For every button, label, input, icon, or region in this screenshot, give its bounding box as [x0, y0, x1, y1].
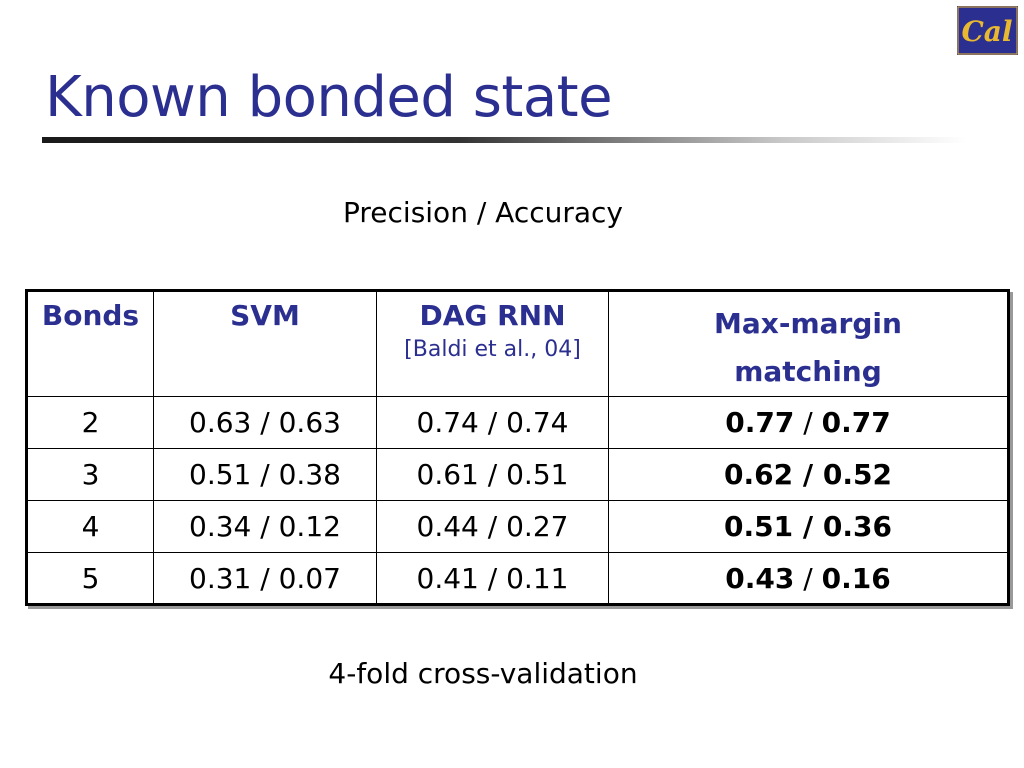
cal-logo: Cal: [957, 6, 1018, 55]
mmm-accuracy: 0.77: [821, 406, 891, 439]
svg-text:Cal: Cal: [961, 15, 1012, 48]
cell-svm: 0.31 / 0.07: [153, 552, 377, 605]
mmm-separator: /: [803, 561, 813, 595]
table-row: 2 0.63 / 0.63 0.74 / 0.74 0.77 / 0.77: [26, 396, 1009, 449]
cell-max-margin: 0.77 / 0.77: [608, 396, 1009, 449]
header-bonds: Bonds: [26, 290, 154, 397]
cell-bonds: 2: [26, 396, 154, 449]
header-max-margin-line1: Max-margin: [714, 307, 902, 340]
mmm-precision: 0.77: [725, 406, 795, 439]
mmm-separator: /: [803, 406, 813, 439]
cell-dag-rnn: 0.44 / 0.27: [376, 500, 609, 553]
cell-svm: 0.51 / 0.38: [153, 448, 377, 501]
mmm-accuracy: 0.36: [822, 510, 892, 543]
cell-svm: 0.34 / 0.12: [153, 500, 377, 553]
cell-bonds: 3: [26, 448, 154, 501]
table-row: 3 0.51 / 0.38 0.61 / 0.51 0.62 / 0.52: [26, 448, 1009, 501]
mmm-precision: 0.51: [724, 510, 794, 543]
slide-title: Known bonded state: [45, 65, 613, 130]
header-dag-rnn-citation: [Baldi et al., 04]: [404, 337, 581, 362]
results-table: Bonds SVM DAG RNN [Baldi et al., 04] Max…: [25, 289, 1010, 606]
header-max-margin: Max-margin matching: [608, 290, 1009, 397]
cell-max-margin: 0.51 / 0.36: [608, 500, 1009, 553]
cell-dag-rnn: 0.74 / 0.74: [376, 396, 609, 449]
cell-bonds: 5: [26, 552, 154, 605]
cell-max-margin: 0.43 / 0.16: [608, 552, 1009, 605]
mmm-precision: 0.43: [725, 561, 795, 595]
mmm-separator: /: [802, 510, 814, 543]
header-svm: SVM: [153, 290, 377, 397]
mmm-precision: 0.62: [724, 458, 794, 491]
header-dag-rnn-label: DAG RNN: [419, 299, 566, 332]
header-dag-rnn: DAG RNN [Baldi et al., 04]: [376, 290, 609, 397]
cell-dag-rnn: 0.41 / 0.11: [376, 552, 609, 605]
table-row: 5 0.31 / 0.07 0.41 / 0.11 0.43 / 0.16: [26, 552, 1009, 605]
cell-dag-rnn: 0.61 / 0.51: [376, 448, 609, 501]
table-caption: Precision / Accuracy: [343, 196, 623, 229]
cell-svm: 0.63 / 0.63: [153, 396, 377, 449]
cell-max-margin: 0.62 / 0.52: [608, 448, 1009, 501]
footnote: 4-fold cross-validation: [328, 657, 638, 690]
table-row: 4 0.34 / 0.12 0.44 / 0.27 0.51 / 0.36: [26, 500, 1009, 553]
mmm-accuracy: 0.16: [821, 561, 891, 595]
cell-bonds: 4: [26, 500, 154, 553]
mmm-separator: /: [802, 458, 814, 491]
mmm-accuracy: 0.52: [822, 458, 892, 491]
title-underline: [42, 137, 966, 143]
header-max-margin-line2: matching: [734, 355, 882, 388]
header-row: Bonds SVM DAG RNN [Baldi et al., 04] Max…: [26, 290, 1009, 397]
